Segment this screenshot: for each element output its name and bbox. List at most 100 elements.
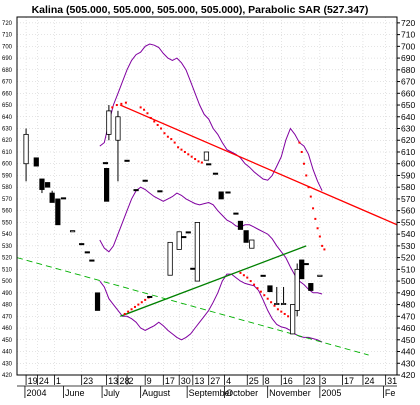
x-day-label: 16 [283, 376, 293, 386]
candle-body [45, 182, 51, 188]
y-tick-label-right: 560 [401, 206, 415, 216]
y-tick-label-right: 640 [401, 112, 415, 122]
x-day-label: 23 [305, 376, 315, 386]
y-tick-label-right: 550 [401, 217, 415, 227]
sar-dot [307, 186, 310, 189]
sar-dot [273, 304, 276, 307]
y-tick-label-right: 690 [401, 53, 415, 63]
sar-dot [305, 174, 308, 177]
y-tick-label-right: 430 [401, 358, 415, 368]
y-tick-label-right: 650 [401, 100, 415, 110]
x-day-label: 28 [119, 376, 129, 386]
x-day-label: 2 [129, 376, 134, 386]
candle-body [106, 110, 112, 135]
y-tick-label-right: 660 [401, 88, 415, 98]
x-month-label: 2004 [26, 388, 46, 398]
sar-dot [146, 112, 149, 115]
candle-body [142, 179, 148, 182]
trendline-2 [16, 257, 369, 356]
y-tick-label-left: 520 [2, 256, 13, 262]
sar-dot [249, 280, 252, 283]
y-tick-label-left: 540 [2, 232, 13, 238]
candle-body [104, 168, 110, 202]
candle-body [39, 178, 45, 190]
y-tick-label-right: 710 [401, 30, 415, 40]
y-tick-label-left: 660 [2, 91, 13, 97]
x-month-label: June [65, 388, 85, 398]
sar-dot [190, 155, 193, 158]
y-tick-label-left: 470 [2, 314, 13, 320]
y-tick-label-left: 530 [2, 244, 13, 250]
x-day-label: 30 [181, 376, 191, 386]
chart-title: Kalina (505.000, 505.000, 505.000, 505.0… [32, 4, 369, 16]
x-month-label: 2005 [321, 388, 341, 398]
candle-body [185, 231, 191, 234]
sar-dot [276, 308, 279, 311]
y-tick-label-right: 450 [401, 335, 415, 345]
sar-dot [283, 312, 286, 315]
candle-body [69, 230, 76, 233]
y-tick-label-right: 500 [401, 276, 415, 286]
y-tick-label-right: 460 [401, 323, 415, 333]
candle-body [84, 251, 90, 254]
sar-dot [170, 138, 173, 141]
candle-body [176, 231, 182, 250]
candle-body [157, 190, 163, 193]
y-tick-label-right: 490 [401, 288, 415, 298]
candle-body [133, 189, 139, 192]
sar-dot [149, 116, 152, 119]
sar-dot [316, 227, 319, 230]
sar-dot [246, 276, 249, 279]
y-tick-label-left: 720 [2, 21, 13, 27]
candle-body [89, 259, 95, 262]
candle-body [102, 162, 109, 165]
sar-dot [321, 244, 324, 247]
y-tick-label-right: 670 [401, 77, 415, 87]
candle-body [225, 191, 231, 194]
y-tick-label-left: 570 [2, 197, 13, 203]
sar-dot [253, 283, 256, 286]
candle-body [294, 268, 300, 311]
y-tick-label-left: 420 [2, 373, 13, 379]
trendline-1 [119, 245, 307, 317]
y-tick-label-left: 640 [2, 115, 13, 121]
y-tick-label-left: 430 [2, 361, 13, 367]
y-tick-label-right: 510 [401, 264, 415, 274]
y-tick-label-left: 600 [2, 162, 13, 168]
sar-dot [197, 160, 200, 163]
sar-dot [200, 161, 203, 164]
x-day-label: 24 [364, 376, 374, 386]
sar-dot [302, 162, 305, 165]
y-tick-label-left: 500 [2, 279, 13, 285]
sar-dot [242, 274, 245, 277]
candle-body [33, 157, 39, 167]
sar-dot [160, 127, 163, 130]
y-tick-label-left: 480 [2, 303, 13, 309]
y-tick-label-right: 530 [401, 241, 415, 251]
sar-dot [166, 135, 169, 138]
sar-dot [309, 195, 312, 198]
sar-dot [156, 123, 159, 126]
sar-dot [180, 148, 183, 151]
y-tick-label-left: 650 [2, 103, 13, 109]
y-tick-label-right: 620 [401, 135, 415, 145]
x-day-label: 8 [265, 376, 270, 386]
candle-body [212, 172, 219, 175]
x-month-label: October [226, 388, 258, 398]
sar-dot [280, 310, 283, 313]
candle-body [115, 116, 121, 141]
y-tick-label-left: 550 [2, 220, 13, 226]
y-tick-label-left: 440 [2, 350, 13, 356]
x-month-label: Fe [385, 388, 396, 398]
sar-dot [120, 102, 123, 105]
y-tick-label-left: 690 [2, 56, 13, 62]
y-tick-label-left: 580 [2, 185, 13, 191]
candle-body [308, 283, 314, 291]
candle-body [190, 267, 196, 270]
x-day-label: 17 [344, 376, 354, 386]
sar-dot [123, 312, 126, 315]
y-tick-label-left: 620 [2, 138, 13, 144]
sar-dot [270, 301, 273, 304]
sar-dot [173, 141, 176, 144]
